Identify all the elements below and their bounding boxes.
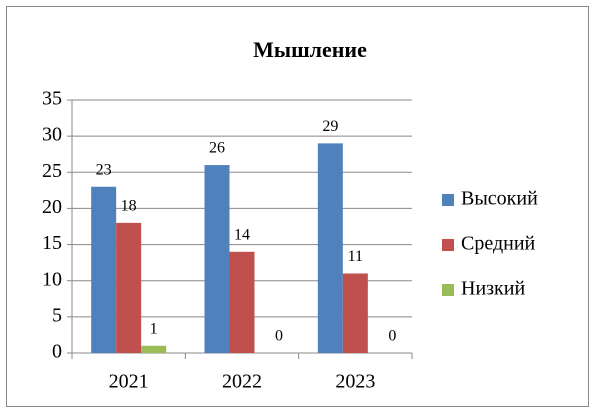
y-tick-label: 20: [42, 196, 62, 218]
bar: [229, 251, 255, 353]
y-tick-label: 15: [42, 232, 62, 254]
value-label: 0: [275, 328, 283, 345]
chart-title: Мышление: [253, 37, 367, 62]
y-tick-label: 0: [52, 341, 62, 363]
bar: [317, 143, 343, 353]
y-tick-label: 30: [42, 124, 62, 146]
legend-label: Высокий: [461, 188, 538, 210]
bar: [342, 273, 368, 353]
value-label: 1: [150, 320, 158, 337]
x-tick-label: 2023: [335, 371, 375, 393]
bar: [91, 186, 117, 353]
value-label: 29: [322, 118, 338, 135]
value-label: 14: [234, 226, 250, 243]
bar: [116, 222, 142, 353]
legend-swatch: [442, 284, 454, 296]
legend-swatch: [442, 239, 454, 251]
value-label: 11: [348, 248, 363, 265]
y-tick-label: 10: [42, 268, 62, 290]
value-label: 26: [209, 140, 225, 157]
y-tick-label: 25: [42, 160, 62, 182]
bar: [141, 345, 167, 353]
value-label: 18: [121, 198, 137, 215]
x-tick-label: 2021: [109, 371, 149, 393]
value-label: 23: [96, 161, 112, 178]
legend-label: Низкий: [461, 278, 525, 300]
value-label: 0: [388, 328, 396, 345]
y-tick-label: 5: [52, 304, 62, 326]
legend-label: Средний: [461, 233, 536, 255]
legend-swatch: [442, 194, 454, 206]
x-tick-label: 2022: [222, 371, 262, 393]
bar: [204, 165, 230, 353]
y-tick-label: 35: [42, 88, 62, 110]
